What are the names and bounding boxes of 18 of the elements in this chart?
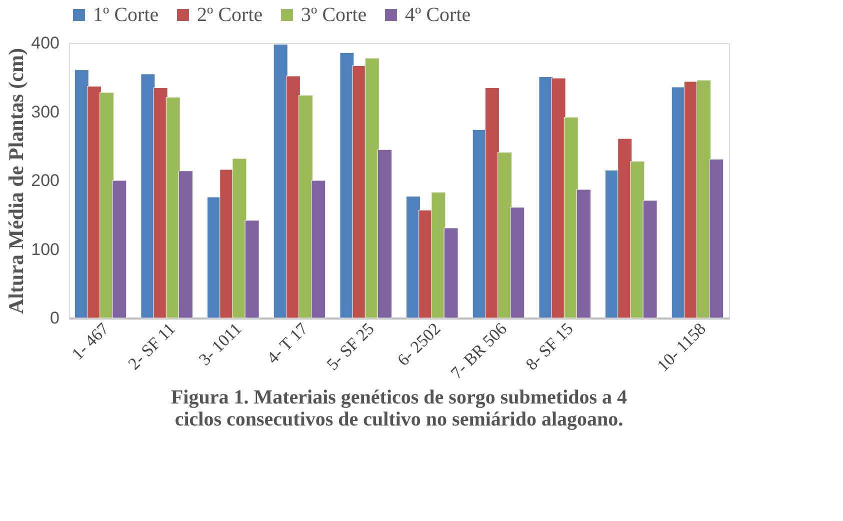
- y-tick-label: 300: [31, 102, 60, 122]
- x-tick-label: 7- BR 506: [446, 319, 511, 383]
- text: Figura 1. Materiais genéticos de sorgo submetidos a 4 ciclos consecutivos de cultivo no semiárido alagoano.: [170, 386, 628, 430]
- x-tick-label: 5- SF 25: [323, 319, 378, 374]
- y-tick-label: 0: [50, 308, 60, 328]
- x-tick-label: 4- T 17: [263, 318, 312, 368]
- x-tick-label: 3- 1011: [195, 319, 246, 370]
- x-tick-label: 1- 467: [68, 318, 113, 364]
- legend-label: 3º Corte: [301, 4, 367, 26]
- x-tick-label: 8- SF 15: [522, 319, 577, 374]
- x-tick-label: 2- SF 11: [124, 319, 179, 374]
- legend-label: 4º Corte: [405, 4, 471, 26]
- y-tick-label: 200: [31, 171, 60, 190]
- legend-label: 2º Corte: [197, 4, 263, 26]
- y-tick-label: 400: [31, 34, 60, 52]
- y-axis-title: Altura Média de Plantas (cm): [4, 48, 28, 314]
- y-tick-label: 100: [31, 240, 60, 259]
- legend-label: 1º Corte: [93, 4, 159, 26]
